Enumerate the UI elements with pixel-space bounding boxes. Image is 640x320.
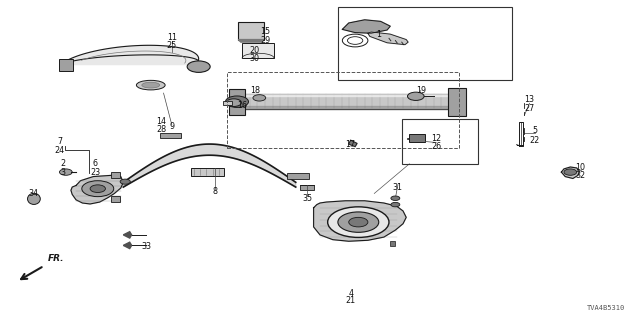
Circle shape bbox=[60, 169, 72, 175]
Text: 23: 23 bbox=[90, 168, 100, 177]
Bar bbox=[402, 119, 478, 164]
Text: 28: 28 bbox=[157, 125, 166, 134]
Text: 26: 26 bbox=[431, 142, 442, 151]
Text: 20: 20 bbox=[250, 45, 260, 55]
Text: 18: 18 bbox=[250, 86, 260, 95]
Ellipse shape bbox=[142, 82, 160, 88]
Text: 3: 3 bbox=[61, 168, 66, 177]
Circle shape bbox=[391, 196, 400, 200]
Text: 16: 16 bbox=[237, 101, 247, 110]
Polygon shape bbox=[61, 45, 198, 64]
Text: 5: 5 bbox=[532, 126, 537, 135]
Polygon shape bbox=[561, 167, 579, 179]
Ellipse shape bbox=[136, 80, 165, 90]
Text: 30: 30 bbox=[250, 54, 260, 63]
Text: 14: 14 bbox=[157, 116, 166, 126]
Ellipse shape bbox=[28, 193, 40, 204]
Circle shape bbox=[226, 99, 241, 107]
Text: 24: 24 bbox=[54, 146, 65, 155]
Bar bbox=[448, 88, 466, 116]
Text: 19: 19 bbox=[416, 86, 426, 95]
Bar bbox=[60, 59, 74, 71]
Text: 8: 8 bbox=[212, 188, 217, 196]
Text: 17: 17 bbox=[346, 140, 356, 149]
Bar bbox=[191, 168, 224, 176]
Text: 15: 15 bbox=[260, 28, 271, 36]
Text: 11: 11 bbox=[167, 33, 177, 42]
Polygon shape bbox=[349, 140, 357, 147]
Circle shape bbox=[225, 96, 248, 108]
Polygon shape bbox=[238, 40, 264, 42]
Bar bbox=[227, 72, 460, 148]
Bar bbox=[338, 7, 511, 80]
Circle shape bbox=[187, 61, 210, 72]
Text: 4: 4 bbox=[348, 289, 353, 298]
Text: 27: 27 bbox=[524, 104, 534, 113]
Text: 7: 7 bbox=[57, 137, 62, 146]
Polygon shape bbox=[124, 232, 132, 238]
Polygon shape bbox=[236, 94, 454, 96]
Bar bbox=[242, 43, 274, 58]
Polygon shape bbox=[342, 20, 390, 33]
Text: 35: 35 bbox=[302, 194, 312, 203]
Bar bbox=[300, 186, 314, 190]
Circle shape bbox=[82, 181, 114, 197]
Text: TVA4B5310: TVA4B5310 bbox=[587, 305, 625, 311]
Bar bbox=[229, 89, 245, 115]
Text: 25: 25 bbox=[166, 41, 177, 51]
Bar bbox=[223, 101, 232, 105]
Text: 2: 2 bbox=[61, 159, 66, 168]
Text: 33: 33 bbox=[141, 242, 151, 251]
Bar bbox=[287, 173, 309, 179]
Polygon shape bbox=[236, 94, 454, 109]
Text: 21: 21 bbox=[346, 296, 356, 305]
Circle shape bbox=[391, 202, 400, 207]
Polygon shape bbox=[124, 144, 296, 187]
Text: 9: 9 bbox=[169, 122, 175, 131]
Text: 29: 29 bbox=[260, 36, 271, 45]
Polygon shape bbox=[368, 32, 408, 45]
Text: 34: 34 bbox=[29, 189, 39, 198]
Circle shape bbox=[338, 212, 379, 232]
Polygon shape bbox=[124, 242, 132, 249]
Text: 12: 12 bbox=[431, 134, 442, 143]
Text: 13: 13 bbox=[524, 95, 534, 104]
Text: FR.: FR. bbox=[47, 254, 64, 263]
Circle shape bbox=[120, 179, 131, 184]
Bar bbox=[111, 196, 120, 202]
Polygon shape bbox=[236, 106, 454, 109]
Circle shape bbox=[253, 95, 266, 101]
Text: 1: 1 bbox=[376, 30, 381, 39]
Bar bbox=[161, 132, 180, 138]
Bar bbox=[410, 133, 426, 142]
Circle shape bbox=[564, 169, 577, 175]
Circle shape bbox=[90, 185, 106, 193]
Text: 32: 32 bbox=[575, 172, 586, 180]
Bar bbox=[111, 172, 120, 178]
Polygon shape bbox=[314, 201, 406, 241]
Bar bbox=[390, 241, 396, 246]
Bar bbox=[238, 22, 264, 40]
Text: 31: 31 bbox=[393, 183, 403, 192]
Polygon shape bbox=[71, 175, 124, 204]
Text: 10: 10 bbox=[575, 163, 586, 172]
Circle shape bbox=[328, 207, 389, 237]
Circle shape bbox=[349, 217, 368, 227]
Text: 6: 6 bbox=[93, 159, 98, 168]
Circle shape bbox=[408, 92, 424, 100]
Text: 22: 22 bbox=[529, 136, 540, 145]
